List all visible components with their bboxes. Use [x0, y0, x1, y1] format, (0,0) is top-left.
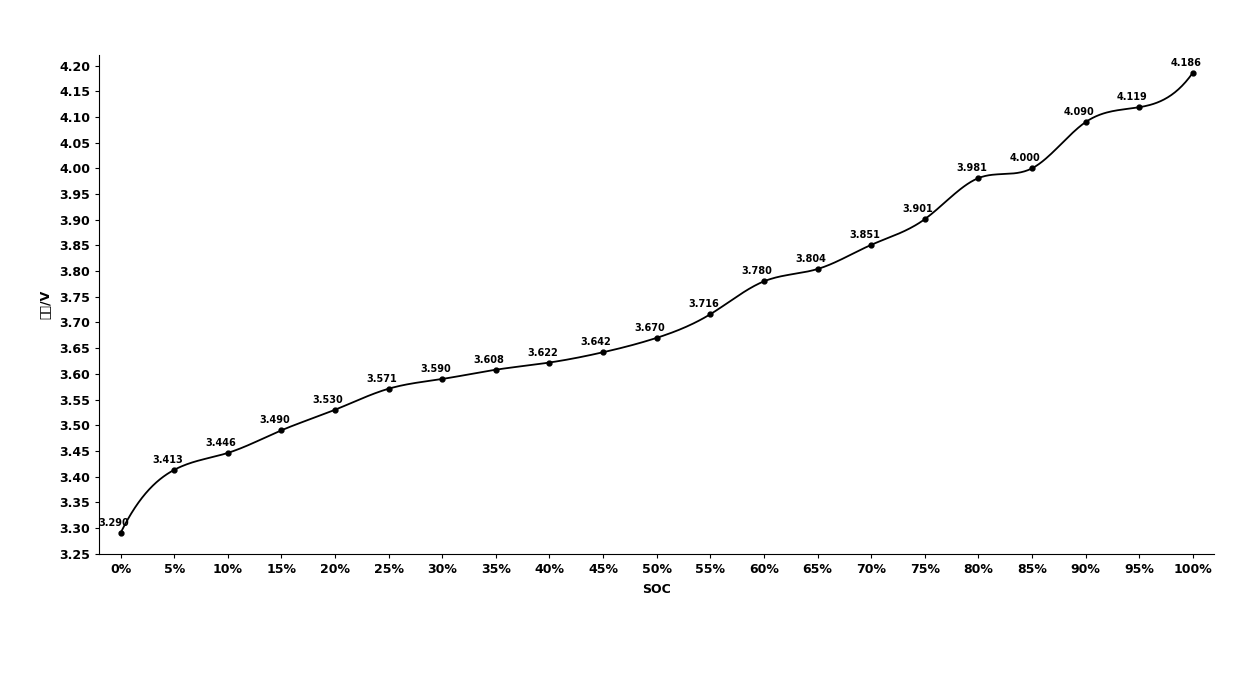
Text: 3.642: 3.642	[581, 337, 612, 347]
Text: 3.804: 3.804	[795, 254, 826, 264]
Text: 3.901: 3.901	[902, 204, 933, 215]
Text: 4.000: 4.000	[1010, 154, 1041, 163]
Text: 4.119: 4.119	[1116, 92, 1147, 102]
Text: 3.590: 3.590	[420, 364, 451, 374]
Text: 3.290: 3.290	[98, 518, 129, 528]
Text: 3.716: 3.716	[688, 300, 719, 309]
Text: 3.490: 3.490	[259, 415, 290, 426]
Text: 3.670: 3.670	[634, 323, 665, 333]
Text: 3.622: 3.622	[528, 347, 558, 358]
Text: 3.851: 3.851	[849, 230, 880, 240]
Text: 4.090: 4.090	[1063, 107, 1094, 117]
Y-axis label: 电压/V: 电压/V	[40, 290, 52, 319]
Text: 3.413: 3.413	[152, 455, 182, 465]
X-axis label: SOC: SOC	[642, 583, 672, 596]
Text: 4.186: 4.186	[1171, 58, 1202, 68]
Text: 3.446: 3.446	[206, 438, 237, 448]
Text: 3.780: 3.780	[742, 266, 773, 276]
Text: 3.571: 3.571	[367, 374, 398, 384]
Text: 3.530: 3.530	[312, 395, 343, 405]
Text: 3.608: 3.608	[473, 355, 504, 365]
Text: 3.981: 3.981	[957, 163, 987, 173]
